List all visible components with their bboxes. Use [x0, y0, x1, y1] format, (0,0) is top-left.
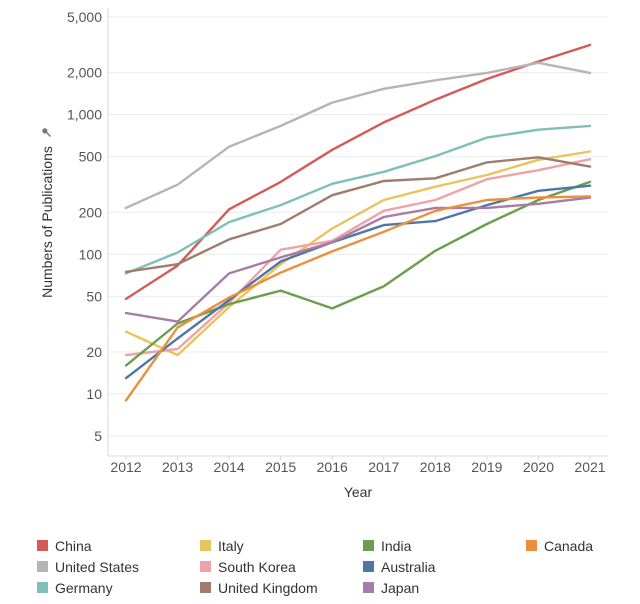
series-lines	[124, 43, 592, 402]
legend-item-united-states: United States	[37, 559, 139, 575]
legend-item-united-kingdom: United Kingdom	[200, 580, 318, 596]
legend-swatch	[363, 561, 374, 572]
y-tick-label: 2,000	[67, 65, 102, 81]
legend-item-canada: Canada	[526, 538, 593, 554]
x-axis-title: Year	[344, 484, 373, 500]
series-line-japan	[124, 196, 592, 323]
x-tick-label: 2021	[574, 459, 605, 475]
gridlines	[108, 16, 608, 437]
legend-item-australia: Australia	[363, 559, 436, 575]
legend-swatch	[363, 540, 374, 551]
y-tick-label: 5	[94, 428, 102, 444]
y-tick-label: 500	[79, 149, 103, 165]
legend-swatch	[200, 582, 211, 593]
x-tick-label: 2012	[110, 459, 141, 475]
tick-labels: 5 10 20 50 100 200 500 1,000 2,000 5,000 2012 2013 2…	[67, 9, 606, 475]
legend-label: United Kingdom	[218, 580, 318, 596]
axes	[107, 8, 608, 460]
y-tick-label: 50	[86, 288, 102, 304]
legend-label: South Korea	[218, 559, 296, 575]
x-tick-label: 2016	[317, 459, 348, 475]
legend-swatch	[363, 582, 374, 593]
x-tick-label: 2013	[162, 459, 193, 475]
series-line-canada	[124, 195, 592, 402]
legend-item-china: China	[37, 538, 92, 554]
legend-item-italy: Italy	[200, 538, 244, 554]
legend-swatch	[37, 582, 48, 593]
legend-swatch	[200, 561, 211, 572]
series-line-united-kingdom	[124, 156, 592, 273]
series-line-italy	[124, 150, 592, 357]
y-tick-label: 100	[79, 246, 103, 262]
series-line-united-states	[124, 61, 592, 210]
legend-item-germany: Germany	[37, 580, 113, 596]
legend-label: China	[55, 538, 92, 554]
legend-swatch	[200, 540, 211, 551]
legend-label: Germany	[55, 580, 113, 596]
legend-label: Italy	[218, 538, 244, 554]
pin-icon	[42, 128, 52, 138]
legend-item-india: India	[363, 538, 412, 554]
series-line-south-korea	[124, 157, 592, 357]
y-tick-label: 20	[86, 344, 102, 360]
legend-swatch	[526, 540, 537, 551]
y-axis-title: Numbers of Publications	[39, 146, 55, 298]
legend-label: India	[381, 538, 412, 554]
x-tick-label: 2015	[265, 459, 296, 475]
y-tick-label: 5,000	[67, 9, 102, 25]
legend-swatch	[37, 540, 48, 551]
legend-label: Canada	[544, 538, 593, 554]
x-tick-label: 2020	[523, 459, 554, 475]
legend-label: Japan	[381, 580, 419, 596]
x-tick-label: 2017	[368, 459, 399, 475]
legend-item-south-korea: South Korea	[200, 559, 296, 575]
y-tick-label: 10	[86, 386, 102, 402]
series-line-germany	[124, 124, 592, 275]
x-tick-label: 2018	[420, 459, 451, 475]
legend-label: United States	[55, 559, 139, 575]
legend: China United States Germany Italy South Kore…	[37, 538, 593, 596]
x-tick-label: 2014	[214, 459, 245, 475]
y-tick-label: 200	[79, 204, 103, 220]
x-tick-label: 2019	[471, 459, 502, 475]
y-tick-label: 1,000	[67, 107, 102, 123]
legend-item-japan: Japan	[363, 580, 419, 596]
legend-swatch	[37, 561, 48, 572]
legend-label: Australia	[381, 559, 436, 575]
